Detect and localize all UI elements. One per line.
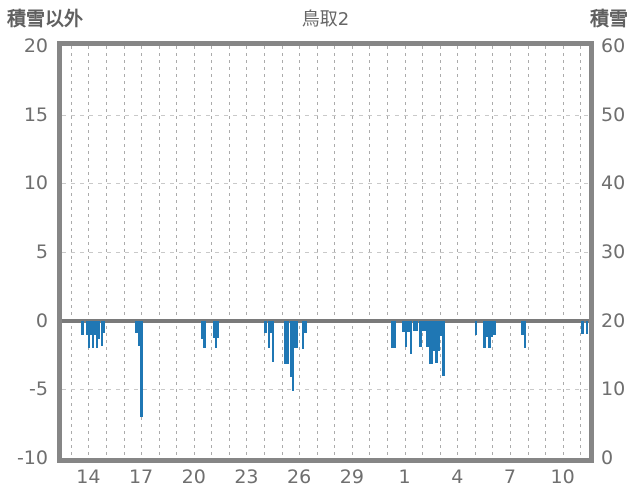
left-axis-label: 積雪以外 bbox=[7, 8, 84, 30]
data-bar bbox=[93, 321, 96, 335]
data-bar bbox=[426, 321, 430, 347]
data-bar bbox=[212, 321, 215, 338]
right-tick-label: 0 bbox=[601, 447, 614, 469]
horizontal-gridline bbox=[62, 183, 589, 184]
data-bar bbox=[419, 321, 422, 347]
data-bar bbox=[97, 321, 101, 339]
data-bar bbox=[405, 321, 408, 347]
left-tick-label: -5 bbox=[29, 378, 48, 401]
data-bar bbox=[200, 321, 203, 339]
data-bar bbox=[586, 321, 589, 334]
data-bar bbox=[95, 321, 98, 348]
data-bar bbox=[102, 321, 106, 333]
x-tick-label: 26 bbox=[287, 466, 312, 488]
right-tick-label: 10 bbox=[601, 378, 626, 401]
data-bar bbox=[304, 321, 307, 333]
data-bar bbox=[289, 321, 292, 377]
data-bar bbox=[437, 321, 441, 351]
data-bar bbox=[407, 321, 410, 332]
data-bar bbox=[413, 321, 418, 331]
left-tick-label: -10 bbox=[16, 447, 48, 469]
data-bar bbox=[85, 321, 89, 335]
data-bar bbox=[493, 321, 496, 335]
data-bar bbox=[435, 321, 438, 363]
data-bar bbox=[270, 321, 273, 333]
horizontal-gridline bbox=[62, 115, 589, 116]
data-bar bbox=[291, 321, 295, 391]
data-bar bbox=[409, 321, 413, 354]
right-axis-label: 積雪 bbox=[589, 8, 628, 30]
x-tick-label: 10 bbox=[550, 466, 575, 488]
left-tick-label: 20 bbox=[23, 35, 48, 57]
data-bar bbox=[439, 321, 443, 336]
right-tick-label: 50 bbox=[601, 103, 626, 126]
data-bar bbox=[301, 321, 305, 349]
x-tick-label: 17 bbox=[128, 466, 154, 488]
data-bar bbox=[521, 321, 524, 335]
x-tick-label: 29 bbox=[339, 466, 364, 488]
data-bar bbox=[90, 321, 92, 335]
data-bar bbox=[432, 321, 436, 351]
data-bar bbox=[267, 321, 271, 348]
data-bar bbox=[91, 321, 94, 348]
data-bar bbox=[391, 321, 394, 348]
data-bar bbox=[137, 321, 141, 346]
horizontal-gridline bbox=[62, 252, 589, 253]
data-bar bbox=[88, 321, 91, 348]
x-tick-label: 20 bbox=[181, 466, 206, 488]
data-bar bbox=[100, 321, 103, 346]
data-bar bbox=[284, 321, 287, 364]
data-bar bbox=[421, 321, 427, 331]
data-bar bbox=[428, 321, 433, 364]
left-tick-label: 15 bbox=[23, 103, 48, 126]
data-bar bbox=[488, 321, 491, 348]
plot-area bbox=[62, 46, 589, 458]
zero-line bbox=[62, 319, 589, 323]
x-tick-label: 4 bbox=[451, 466, 464, 488]
data-bar bbox=[491, 321, 494, 337]
x-tick-label: 7 bbox=[503, 466, 516, 488]
x-tick-label: 14 bbox=[76, 466, 101, 488]
right-tick-label: 20 bbox=[601, 309, 626, 332]
data-bar bbox=[81, 321, 84, 335]
data-bar bbox=[140, 321, 143, 417]
x-tick-label: 1 bbox=[398, 466, 411, 488]
right-tick-label: 30 bbox=[601, 241, 626, 263]
left-tick-label: 10 bbox=[23, 172, 48, 195]
left-tick-label: 5 bbox=[35, 241, 48, 263]
data-bar bbox=[135, 321, 138, 333]
data-bar bbox=[483, 321, 486, 348]
left-tick-label: 0 bbox=[35, 309, 48, 332]
data-bar bbox=[214, 321, 217, 348]
data-bar bbox=[286, 321, 290, 364]
data-bar bbox=[486, 321, 489, 337]
right-tick-label: 60 bbox=[601, 35, 626, 57]
data-bar bbox=[393, 321, 397, 348]
data-bar bbox=[402, 321, 405, 332]
x-tick-label: 23 bbox=[234, 466, 259, 488]
chart-title: 鳥取2 bbox=[301, 9, 350, 30]
data-bar bbox=[216, 321, 219, 338]
data-bar bbox=[442, 321, 445, 376]
data-bar bbox=[203, 321, 206, 348]
data-bar bbox=[581, 321, 584, 334]
data-bar bbox=[523, 321, 526, 348]
data-bar bbox=[294, 321, 298, 348]
horizontal-gridline bbox=[62, 389, 589, 390]
data-bar bbox=[474, 321, 478, 335]
right-tick-label: 40 bbox=[601, 172, 626, 195]
data-bar bbox=[272, 321, 275, 362]
data-bar bbox=[264, 321, 268, 333]
